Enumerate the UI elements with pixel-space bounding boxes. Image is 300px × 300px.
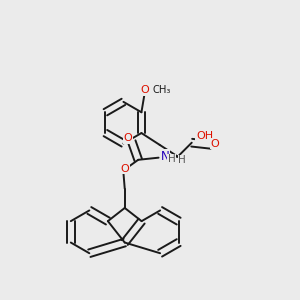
Text: O: O	[120, 164, 129, 174]
Text: O: O	[210, 139, 219, 149]
Text: N: N	[161, 150, 170, 163]
Text: OH: OH	[196, 131, 213, 141]
Text: CH₃: CH₃	[153, 85, 171, 95]
Text: O: O	[141, 85, 149, 95]
Text: O: O	[124, 133, 133, 143]
Text: H: H	[168, 154, 176, 164]
Text: H: H	[178, 155, 186, 165]
